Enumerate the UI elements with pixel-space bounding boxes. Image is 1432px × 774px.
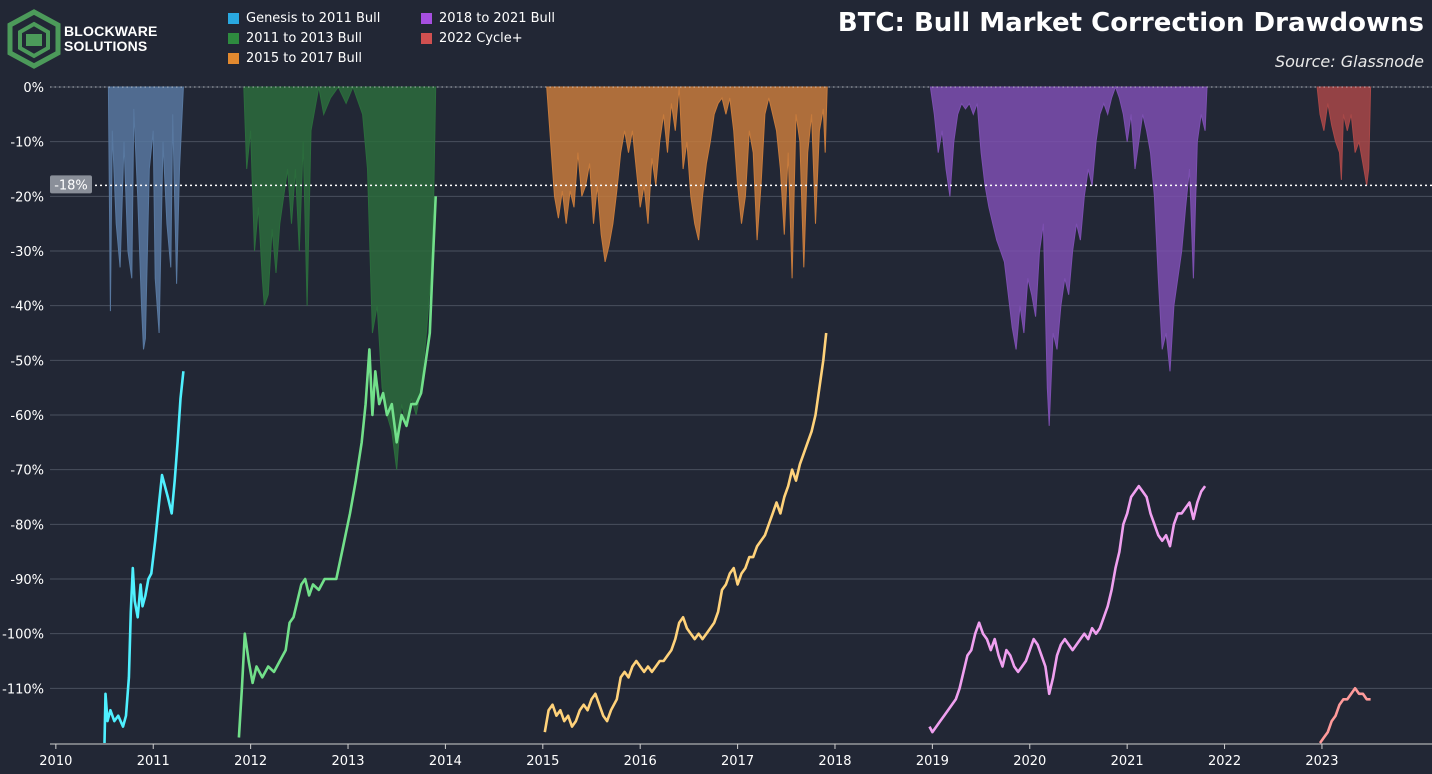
drawdown-area-1 [243, 85, 437, 470]
x-tick-label-6: 2016 [624, 754, 657, 769]
x-tick-label-13: 2023 [1305, 754, 1338, 769]
legend-label-2011: 2011 to 2013 Bull [246, 31, 362, 46]
y-tick-label-3: -30% [10, 245, 44, 260]
legend-label-genesis: Genesis to 2011 Bull [246, 11, 381, 26]
legend-item-2011: 2011 to 2013 Bull [228, 31, 362, 46]
x-tick-label-11: 2021 [1111, 754, 1144, 769]
y-tick-label-7: -70% [10, 464, 44, 479]
y-tick-label-10: -100% [2, 628, 44, 643]
logo-text-line1: BLOCKWARE [64, 23, 158, 39]
legend-item-2022: 2022 Cycle+ [421, 31, 523, 46]
legend-item-2018: 2018 to 2021 Bull [421, 11, 555, 26]
drawdown-area-2 [546, 86, 828, 279]
y-tick-label-5: -50% [10, 354, 44, 369]
price-line-4 [1318, 687, 1371, 744]
logo-text-line2: SOLUTIONS [64, 38, 148, 54]
reference-label: -18% [54, 178, 88, 193]
x-tick-label-1: 2011 [137, 754, 170, 769]
x-tick-label-10: 2020 [1013, 754, 1046, 769]
y-tick-label-0: 0% [23, 81, 44, 96]
price-line-3 [928, 484, 1207, 734]
axis-layer: 0% -10% -20% -30% -40% -50% -60% -70% -80% -90% -1… [2, 81, 1432, 769]
price-line-2 [543, 332, 828, 733]
legend-swatch-2011 [228, 33, 239, 44]
chart-legend: Genesis to 2011 Bull 2011 to 2013 Bull 2… [228, 11, 588, 75]
legend-label-2015: 2015 to 2017 Bull [246, 51, 362, 66]
line-layer [103, 196, 1371, 744]
x-tick-label-8: 2018 [818, 754, 851, 769]
drawdown-area-0 [107, 86, 184, 350]
legend-item-2015: 2015 to 2017 Bull [228, 51, 362, 66]
legend-label-2018: 2018 to 2021 Bull [439, 11, 555, 26]
legend-label-2022: 2022 Cycle+ [439, 31, 523, 46]
price-line-0 [103, 371, 185, 744]
area-layer [107, 85, 1372, 470]
legend-swatch-2022 [421, 33, 432, 44]
x-tick-label-12: 2022 [1208, 754, 1241, 769]
chart-title: BTC: Bull Market Correction Drawdowns [837, 8, 1424, 38]
y-tick-label-1: -10% [10, 136, 44, 151]
legend-swatch-2015 [228, 53, 239, 64]
logo-text: BLOCKWARE SOLUTIONS [64, 24, 158, 54]
price-line-1 [237, 196, 437, 738]
drawdown-area-3 [929, 85, 1208, 426]
x-tick-label-7: 2017 [721, 754, 754, 769]
x-tick-label-2: 2012 [234, 754, 267, 769]
y-tick-label-2: -20% [10, 190, 44, 205]
y-tick-label-9: -90% [10, 573, 44, 588]
y-tick-label-11: -110% [2, 682, 44, 697]
x-tick-label-9: 2019 [916, 754, 949, 769]
reference-label-box [50, 175, 92, 194]
legend-swatch-2018 [421, 13, 432, 24]
y-tick-label-4: -40% [10, 300, 44, 315]
x-tick-label-0: 2010 [39, 754, 72, 769]
chart-subtitle: Source: Glassnode [1274, 52, 1424, 71]
drawdown-area-4 [1316, 86, 1372, 186]
y-tick-label-6: -60% [10, 409, 44, 424]
x-tick-label-3: 2013 [331, 754, 364, 769]
legend-item-genesis: Genesis to 2011 Bull [228, 11, 380, 26]
legend-swatch-genesis [228, 13, 239, 24]
reference-layer: -18% [50, 86, 1432, 194]
y-tick-label-8: -80% [10, 518, 44, 533]
blockware-logo-icon [7, 9, 61, 69]
x-tick-label-4: 2014 [429, 754, 462, 769]
x-tick-label-5: 2015 [526, 754, 559, 769]
